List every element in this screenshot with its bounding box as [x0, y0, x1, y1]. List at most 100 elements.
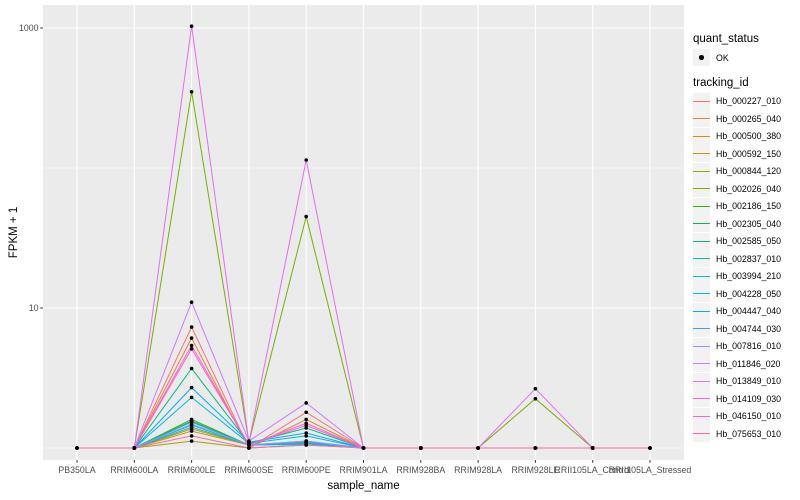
legend-item: Hb_000227_010	[693, 92, 781, 110]
legend-swatch-line	[693, 380, 710, 382]
legend-swatch-line	[693, 100, 710, 102]
legend-swatch	[693, 390, 710, 407]
y-axis-title: FPKM + 1	[8, 206, 20, 259]
legend-item: Hb_002585_050	[693, 232, 781, 250]
data-point	[189, 300, 194, 305]
data-point	[304, 158, 309, 162]
data-point	[304, 423, 309, 428]
legend-item: Hb_002837_010	[693, 250, 781, 268]
x-tick-label: RRIM928LE	[511, 465, 559, 475]
legend-swatch	[693, 215, 710, 232]
legend-swatch-line	[693, 415, 710, 417]
x-tick-label: RRII105LA_Control	[555, 465, 631, 475]
legend-swatch-line	[693, 205, 710, 207]
data-point	[189, 395, 194, 400]
legend-swatch	[693, 250, 710, 267]
x-tick-label: RRIM928BA	[396, 465, 445, 475]
legend-item-label: Hb_004228_050	[716, 288, 782, 299]
legend-swatch	[693, 337, 710, 355]
legend-item: Hb_000500_380	[693, 127, 781, 145]
legend-swatch-line	[693, 135, 710, 137]
legend-swatch-line	[693, 310, 710, 312]
legend-swatch-line	[693, 363, 710, 365]
legend-swatch	[693, 302, 710, 320]
legend-item: Hb_002186_150	[693, 197, 781, 215]
legend-swatch	[693, 110, 710, 127]
ok-point-icon	[699, 55, 704, 61]
legend-swatch-line	[693, 433, 710, 435]
data-point	[247, 446, 251, 450]
data-point	[304, 401, 309, 405]
x-tick-label: RRIM600LE	[168, 465, 216, 475]
y-tick-label: 10	[29, 303, 39, 313]
legend-title-tracking-id: tracking_id	[693, 77, 749, 89]
legend-swatch-line	[693, 258, 710, 260]
legend-item: Hb_004447_040	[693, 302, 781, 320]
legend-item-label: Hb_002837_010	[716, 253, 782, 264]
data-point	[304, 417, 309, 422]
legend-swatch-line	[693, 398, 710, 400]
data-point	[533, 446, 538, 450]
legend-swatch-line	[693, 223, 710, 225]
data-point	[419, 446, 423, 450]
legend-item-label: Hb_004744_030	[716, 323, 782, 334]
legend-item-label: Hb_000265_040	[716, 113, 782, 124]
data-point	[304, 214, 309, 219]
legend-swatch-line	[693, 275, 710, 277]
data-point	[189, 366, 194, 371]
data-point	[189, 90, 194, 94]
data-point	[648, 446, 652, 450]
legend-item-label: Hb_002585_050	[716, 236, 782, 246]
data-point	[247, 443, 251, 447]
x-tick-label: PB350LA	[58, 465, 95, 475]
legend-item: Hb_000265_040	[693, 110, 781, 128]
legend-item-label: Hb_000500_380	[716, 131, 782, 141]
y-tick-label: 1000	[19, 23, 39, 33]
data-point	[304, 426, 309, 430]
data-point	[304, 443, 309, 447]
legend-swatch	[693, 145, 710, 162]
data-point	[247, 440, 251, 445]
legend-key-ok	[693, 49, 710, 67]
legend-swatch-line	[693, 293, 710, 295]
legend-swatch-line	[693, 153, 710, 155]
legend-item-label: Hb_002026_040	[716, 183, 782, 194]
legend-item: Hb_004744_030	[693, 320, 781, 338]
legend-swatch	[693, 180, 710, 197]
legend-item: Hb_011846_020	[693, 355, 781, 373]
data-point	[189, 422, 194, 427]
x-tick-label: RRIM600SE	[224, 465, 273, 475]
legend-item: Hb_075653_010	[693, 425, 781, 443]
data-point	[189, 429, 194, 433]
legend-swatch	[693, 285, 710, 302]
legend-swatch	[693, 425, 710, 442]
data-point	[189, 325, 194, 329]
legend-item: Hb_003994_210	[693, 267, 781, 285]
x-tick-label: RRII105LA_Stressed	[609, 465, 692, 475]
legend-swatch-line	[693, 170, 710, 172]
legend-swatch	[693, 320, 710, 337]
legend-item: Hb_014109_030	[693, 390, 781, 408]
legend-item-label: Hb_011846_020	[716, 358, 781, 369]
legend-item-label: Hb_004447_040	[716, 306, 782, 316]
data-point	[304, 431, 309, 435]
legend-item-label: Hb_000592_150	[716, 148, 782, 159]
data-point	[304, 439, 309, 443]
legend-swatch	[693, 162, 710, 180]
legend-item-label: Hb_002186_150	[716, 201, 782, 211]
data-point	[590, 446, 595, 450]
data-point	[304, 434, 309, 438]
legend-swatch	[693, 92, 710, 110]
legend-item: Hb_013849_010	[693, 372, 781, 390]
legend-swatch-line	[693, 188, 710, 190]
legend-swatch	[693, 372, 710, 390]
legend-swatch-line	[693, 240, 710, 242]
data-point	[476, 446, 480, 450]
data-point	[533, 396, 538, 401]
legend-item: Hb_000592_150	[693, 145, 781, 163]
legend-item-label: Hb_007816_010	[716, 341, 782, 351]
x-tick-label: RRIM600PE	[282, 465, 331, 475]
legend-swatch	[693, 407, 710, 425]
data-point	[361, 446, 366, 450]
